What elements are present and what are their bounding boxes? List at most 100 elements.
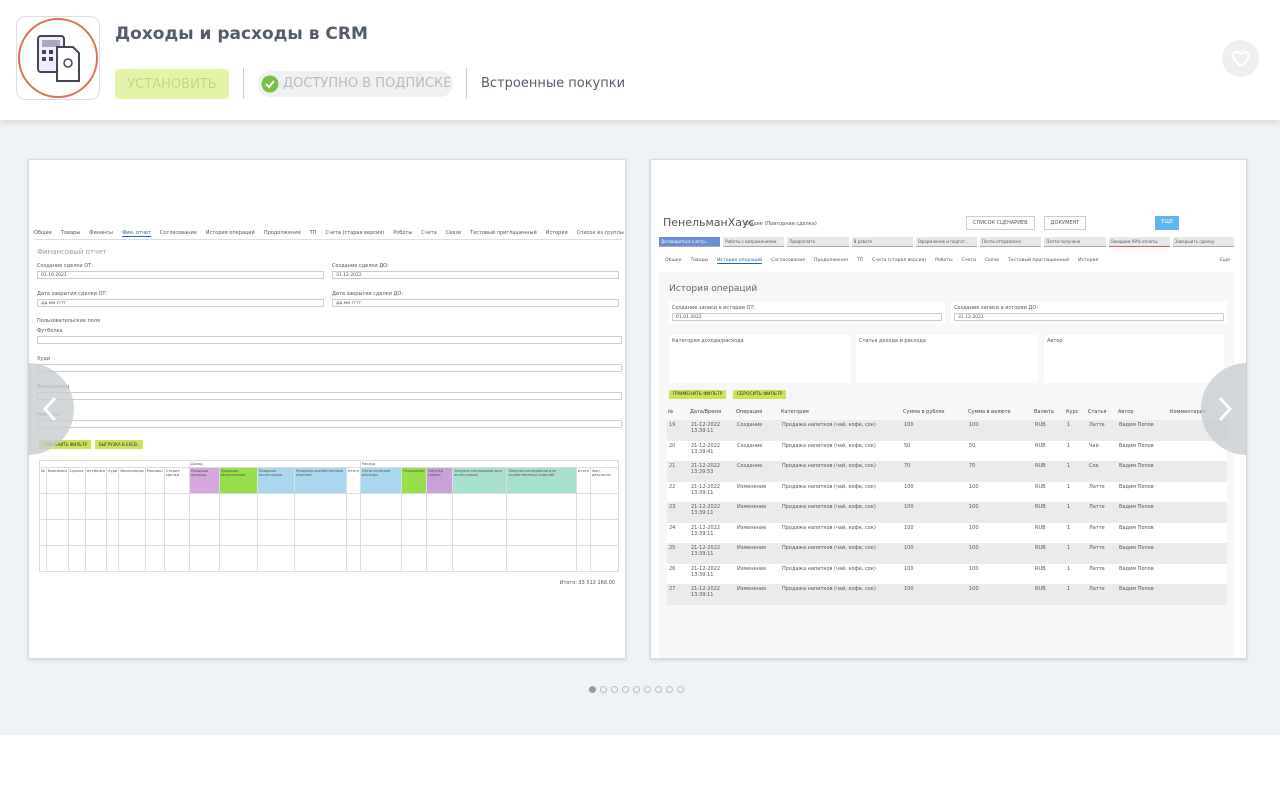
tab[interactable]: Тестовый приглашенный [470,230,537,236]
stage[interactable]: Предоплата [787,237,849,247]
stage[interactable]: Ожидаем 99% оплаты [1108,237,1170,247]
screenshot[interactable]: Общее Товары Финансы Фин. отчет Согласование… [28,159,626,659]
cell: 1 [1067,442,1071,449]
tab[interactable]: Связи [445,230,462,236]
tab[interactable]: Согласование [159,230,197,236]
cell: Изменение [737,524,767,531]
cell [163,545,190,572]
cell: Латте [1089,422,1105,428]
column-header: № [39,467,47,494]
tab[interactable]: История [1078,258,1099,263]
history-table: № Дата/Время Операция Категория Сумма в рубл… [667,408,1227,605]
column-header: Сделка [67,467,86,494]
arrow-icon [1218,396,1233,422]
pagination-dot[interactable] [589,686,596,693]
tab[interactable]: Еще [1219,258,1230,263]
text-input[interactable] [37,336,622,344]
tab[interactable]: История операций [205,230,255,236]
cell: Изменение [737,545,767,551]
pagination-dot[interactable] [677,686,684,693]
text-input[interactable] [37,392,622,400]
filter-button[interactable]: СБРОСИТЬ ФИЛЬТР [733,390,787,399]
custom-field: Худи [37,356,622,372]
pagination-dot[interactable] [611,686,618,693]
tab[interactable]: Счета [961,258,976,263]
install-button[interactable]: УСТАНОВИТЬ [115,69,229,99]
stage[interactable]: Почти отправлено [980,237,1042,247]
tab[interactable]: Фин. отчет [122,230,151,237]
stage[interactable]: Работы с возражениями [723,237,785,247]
toolbar-button[interactable]: СПИСОК СЦЕНАРИЕВ [966,216,1035,230]
field-label: Худи [37,356,51,362]
cell: Продажа напитков (чай, кофе, сок) [782,545,876,551]
filter-button[interactable]: ПРИМЕНИТЬ ФИЛЬТР [39,440,91,449]
date-input[interactable]: 01.01.2022 [672,313,942,321]
column-header: Комментарий [1170,409,1207,415]
group-row: Доход Расход [39,460,620,468]
date-field: Создание сделки ОТ: 01.10.2021 [37,263,324,279]
tab[interactable]: Общее [34,230,52,236]
field-label: Автор [1047,338,1063,344]
stage[interactable]: Почти получено [1044,237,1106,247]
tab[interactable]: Счета [421,230,437,236]
cell: 22 [669,483,676,490]
tab[interactable]: Связи [984,258,999,263]
tab[interactable]: Финансы [89,230,113,236]
tab[interactable]: Согласование [771,258,806,263]
pagination-dot[interactable] [644,686,651,693]
pagination-dot[interactable] [633,686,640,693]
cell [452,519,508,546]
tab[interactable]: Общее [665,258,682,263]
favorite-button[interactable] [1222,40,1259,77]
tab[interactable]: Продолжения [263,230,301,236]
tab[interactable]: Роботы [935,258,953,263]
tab[interactable]: Тестовый приглашенный [1008,258,1070,263]
cell [256,519,295,546]
cell: Изменение [737,586,767,592]
tab[interactable]: Продолжения [814,258,848,263]
section-title: Финансовый отчет [37,248,107,256]
tab[interactable]: История [545,230,568,236]
tab[interactable]: Товары [60,230,81,236]
tab[interactable]: Счета (старая версия) [325,230,385,236]
pagination-dot[interactable] [655,686,662,693]
toolbar: СПИСОК СЦЕНАРИЕВ ДОКУМЕНТ ЕЩЕ [966,216,1180,230]
date-input[interactable]: 01.10.2021 [37,271,324,279]
tab[interactable]: ТП [309,230,317,236]
stage[interactable]: Завершить сделку [1172,237,1234,247]
date-input[interactable]: 31.12.2022 [954,313,1224,321]
pagination-dot[interactable] [666,686,673,693]
tab[interactable]: Роботы [393,230,413,236]
pagination-dot[interactable] [622,686,629,693]
tab[interactable]: Счета (старая версия) [872,258,927,263]
cell [589,519,620,546]
tab[interactable]: Товары [690,258,709,263]
text-input[interactable] [37,364,622,372]
cell [575,545,591,572]
filter-button[interactable]: ВЫГРУЗКА В EXCEL [95,440,143,449]
tab[interactable]: Список из группы [576,230,624,236]
cell: 21-12-2022 13:39:11 [691,422,721,434]
toolbar-button[interactable]: ЕЩЕ [1155,216,1180,230]
text-input[interactable] [37,420,622,428]
app-header: Доходы и расходы в CRM УСТАНОВИТЬ ДОСТУП… [0,0,1280,120]
company: ПенельманХаус [663,216,755,229]
screenshot[interactable]: ПенельманХаус Общее (Повторная сделка) СПИ… [650,159,1247,659]
column-header: № [668,409,674,415]
date-input[interactable]: 31.12.2022 [332,271,619,279]
date-input[interactable]: дд.мм.гггг [332,299,619,307]
tab[interactable]: История операций [717,258,763,264]
filter-button[interactable]: ПРИМЕНИТЬ ФИЛЬТР [669,390,727,399]
toolbar-button[interactable]: ДОКУМЕНТ [1043,216,1087,230]
filter-box: Статья дохода и расхода [856,335,1038,383]
cell: 21-12-2022 13:39:11 [691,565,721,578]
cell: RUB [1035,524,1046,531]
cell [359,519,403,546]
stage[interactable]: Договориться о встр... [659,237,721,247]
date-input[interactable]: дд.мм.гггг [37,299,324,307]
pagination-dot[interactable] [600,686,607,693]
cell [506,493,577,520]
stage[interactable]: В работе [851,237,913,247]
stage[interactable]: Оформление и подгот... [915,237,978,247]
tab[interactable]: ТП [856,258,864,263]
